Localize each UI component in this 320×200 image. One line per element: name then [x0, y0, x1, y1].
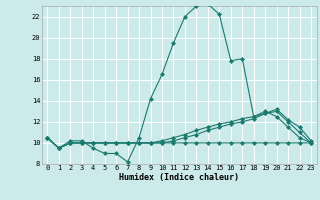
X-axis label: Humidex (Indice chaleur): Humidex (Indice chaleur) [119, 173, 239, 182]
